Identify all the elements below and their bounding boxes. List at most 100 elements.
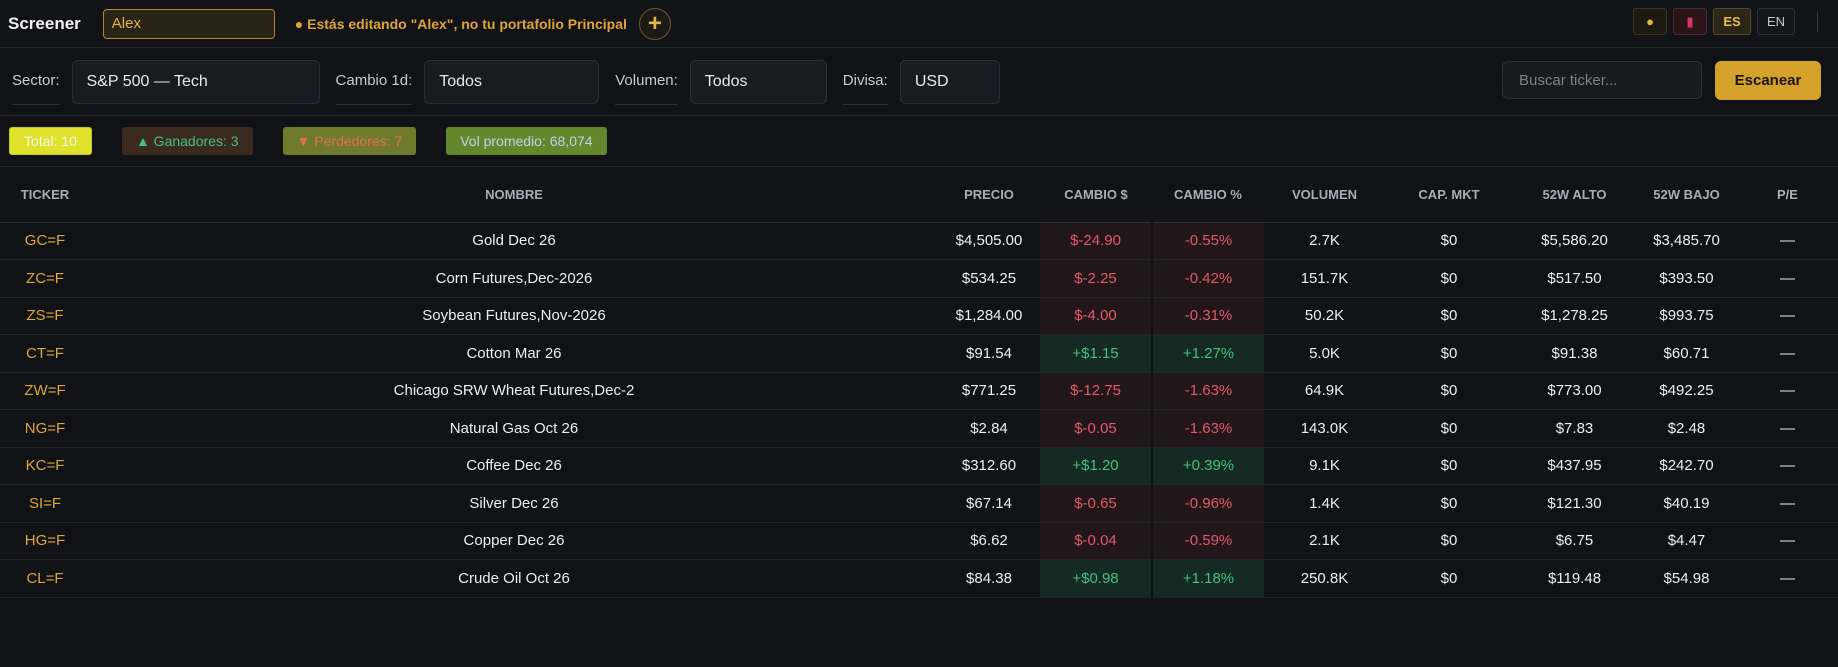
- volume-cell: 143.0K: [1264, 409, 1385, 448]
- table-row[interactable]: GC=F Gold Dec 26 $4,505.00 $-24.90 -0.55% 2.7…: [0, 222, 1838, 260]
- top-bar: Screener Alex ● Estás editando "Alex", n…: [0, 0, 1838, 48]
- change-cell: $-0.04: [1040, 522, 1152, 560]
- high-52w-cell: $91.38: [1513, 334, 1636, 373]
- language-es-button[interactable]: ES: [1713, 8, 1751, 35]
- table-row[interactable]: ZS=F Soybean Futures,Nov-2026 $1,284.00 $-4…: [0, 297, 1838, 335]
- header-ticker[interactable]: TICKER: [0, 167, 90, 223]
- summary-bar: Total: 10 ▲ Ganadores: 3 ▼ Perdedores: 7…: [0, 116, 1838, 167]
- language-en-button[interactable]: EN: [1757, 8, 1795, 35]
- header-52w-low[interactable]: 52W BAJO: [1636, 167, 1737, 223]
- avg-volume-badge: Vol promedio: 68,074: [446, 127, 607, 155]
- low-52w-cell: $492.25: [1636, 372, 1737, 410]
- ticker-cell[interactable]: HG=F: [0, 522, 90, 560]
- change-pct-cell: +1.18%: [1151, 559, 1264, 598]
- ticker-cell[interactable]: CT=F: [0, 334, 90, 373]
- change-pct-cell: -0.55%: [1151, 222, 1264, 260]
- table-row[interactable]: CT=F Cotton Mar 26 $91.54 +$1.15 +1.27% 5.0K $…: [0, 334, 1838, 373]
- high-52w-cell: $121.30: [1513, 484, 1636, 523]
- change-cell: +$1.20: [1040, 447, 1152, 485]
- header-pe[interactable]: P/E: [1737, 167, 1838, 223]
- header-price[interactable]: PRECIO: [938, 167, 1040, 223]
- table-body: GC=F Gold Dec 26 $4,505.00 $-24.90 -0.55% 2.7…: [0, 222, 1838, 598]
- price-cell: $312.60: [938, 447, 1040, 485]
- market-cap-cell: $0: [1385, 484, 1513, 523]
- pe-cell: —: [1737, 484, 1838, 523]
- ticker-cell[interactable]: GC=F: [0, 222, 90, 260]
- change-pct-cell: -0.96%: [1151, 484, 1264, 523]
- losers-badge: ▼ Perdedores: 7: [282, 127, 417, 155]
- market-cap-cell: $0: [1385, 334, 1513, 373]
- change-pct-cell: -1.63%: [1151, 372, 1264, 410]
- scan-button[interactable]: Escanear: [1715, 61, 1821, 100]
- change-pct-cell: +0.39%: [1151, 447, 1264, 485]
- ticker-cell[interactable]: CL=F: [0, 559, 90, 598]
- table-row[interactable]: NG=F Natural Gas Oct 26 $2.84 $-0.05 -1.63% 1…: [0, 409, 1838, 448]
- volume-cell: 64.9K: [1264, 372, 1385, 410]
- change-pct-cell: -1.63%: [1151, 409, 1264, 448]
- table-row[interactable]: CL=F Crude Oil Oct 26 $84.38 +$0.98 +1.18% 25…: [0, 559, 1838, 598]
- ticker-cell[interactable]: ZC=F: [0, 259, 90, 298]
- name-cell: Corn Futures,Dec-2026: [90, 259, 938, 298]
- portfolio-name-input[interactable]: Alex: [102, 8, 275, 39]
- currency-select[interactable]: USD: [899, 59, 1000, 104]
- volume-cell: 1.4K: [1264, 484, 1385, 523]
- change-cell: $-0.05: [1040, 409, 1152, 448]
- header-volume[interactable]: VOLUMEN: [1264, 167, 1385, 223]
- volume-select[interactable]: Todos: [689, 59, 827, 104]
- table-row[interactable]: ZW=F Chicago SRW Wheat Futures,Dec-2 $771.…: [0, 372, 1838, 410]
- price-cell: $2.84: [938, 409, 1040, 448]
- table-row[interactable]: ZC=F Corn Futures,Dec-2026 $534.25 $-2.25 -0…: [0, 259, 1838, 298]
- table-row[interactable]: KC=F Coffee Dec 26 $312.60 +$1.20 +0.39% 9.1K…: [0, 447, 1838, 485]
- pe-cell: —: [1737, 259, 1838, 298]
- table-row[interactable]: SI=F Silver Dec 26 $67.14 $-0.65 -0.96% 1.4K $…: [0, 484, 1838, 523]
- price-cell: $4,505.00: [938, 222, 1040, 260]
- pe-cell: —: [1737, 409, 1838, 448]
- low-52w-cell: $54.98: [1636, 559, 1737, 598]
- high-52w-cell: $773.00: [1513, 372, 1636, 410]
- pe-cell: —: [1737, 372, 1838, 410]
- add-portfolio-button[interactable]: +: [638, 7, 671, 40]
- low-52w-cell: $993.75: [1636, 297, 1737, 335]
- price-cell: $1,284.00: [938, 297, 1040, 335]
- market-cap-cell: $0: [1385, 447, 1513, 485]
- app-title: Screener: [8, 13, 81, 33]
- high-52w-cell: $6.75: [1513, 522, 1636, 560]
- change-pct-cell: +1.27%: [1151, 334, 1264, 373]
- pe-cell: —: [1737, 297, 1838, 335]
- phone-icon[interactable]: ▮: [1673, 8, 1707, 35]
- pe-cell: —: [1737, 559, 1838, 598]
- ticker-cell[interactable]: KC=F: [0, 447, 90, 485]
- change-cell: $-4.00: [1040, 297, 1152, 335]
- volume-cell: 2.1K: [1264, 522, 1385, 560]
- high-52w-cell: $517.50: [1513, 259, 1636, 298]
- header-market-cap[interactable]: CAP. MKT: [1385, 167, 1513, 223]
- change-cell: +$0.98: [1040, 559, 1152, 598]
- ticker-cell[interactable]: ZW=F: [0, 372, 90, 410]
- market-cap-cell: $0: [1385, 409, 1513, 448]
- top-right-controls: ● ▮ ES EN: [1633, 8, 1818, 35]
- name-cell: Crude Oil Oct 26: [90, 559, 938, 598]
- change-cell: $-12.75: [1040, 372, 1152, 410]
- pe-cell: —: [1737, 522, 1838, 560]
- name-cell: Soybean Futures,Nov-2026: [90, 297, 938, 335]
- pe-cell: —: [1737, 334, 1838, 373]
- pe-cell: —: [1737, 222, 1838, 260]
- volume-cell: 250.8K: [1264, 559, 1385, 598]
- ticker-cell[interactable]: ZS=F: [0, 297, 90, 335]
- change-select[interactable]: Todos: [424, 59, 600, 104]
- header-change-pct[interactable]: CAMBIO %: [1152, 167, 1264, 223]
- ticker-cell[interactable]: SI=F: [0, 484, 90, 523]
- sector-select[interactable]: S&P 500 — Tech: [71, 59, 320, 104]
- low-52w-cell: $2.48: [1636, 409, 1737, 448]
- low-52w-cell: $60.71: [1636, 334, 1737, 373]
- header-52w-high[interactable]: 52W ALTO: [1513, 167, 1636, 223]
- change-cell: +$1.15: [1040, 334, 1152, 373]
- ticker-cell[interactable]: NG=F: [0, 409, 90, 448]
- theme-toggle-icon[interactable]: ●: [1633, 8, 1667, 35]
- high-52w-cell: $119.48: [1513, 559, 1636, 598]
- header-name[interactable]: NOMBRE: [90, 167, 938, 223]
- search-input[interactable]: Buscar ticker...: [1502, 61, 1702, 99]
- header-change[interactable]: CAMBIO $: [1040, 167, 1152, 223]
- table-row[interactable]: HG=F Copper Dec 26 $6.62 $-0.04 -0.59% 2.1K $0…: [0, 522, 1838, 560]
- change-cell: $-2.25: [1040, 259, 1152, 298]
